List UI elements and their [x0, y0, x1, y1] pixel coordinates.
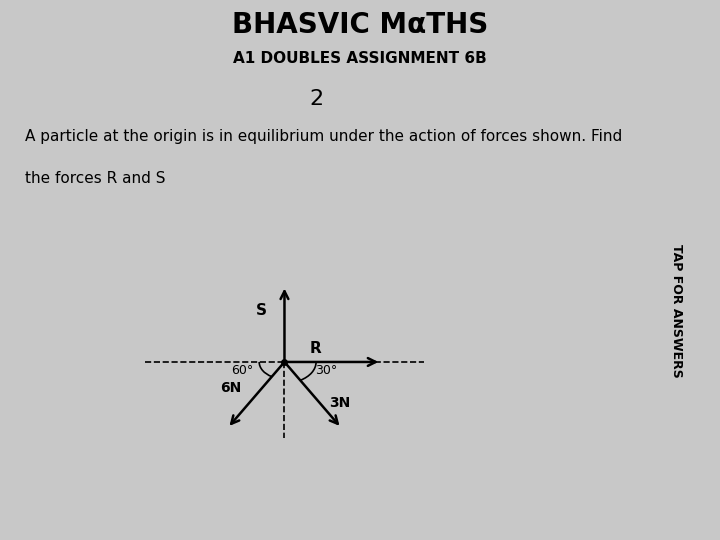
Text: 2: 2 — [310, 89, 324, 109]
Text: 30°: 30° — [315, 364, 337, 377]
Text: BHASVIC MαTHS: BHASVIC MαTHS — [232, 11, 488, 39]
Text: TAP FOR ANSWERS: TAP FOR ANSWERS — [670, 244, 683, 378]
Text: A particle at the origin is in equilibrium under the action of forces shown. Fin: A particle at the origin is in equilibri… — [25, 129, 623, 144]
Text: S: S — [256, 302, 267, 318]
Text: the forces R and S: the forces R and S — [25, 171, 166, 186]
Text: 3N: 3N — [329, 396, 351, 410]
Text: A1 DOUBLES ASSIGNMENT 6B: A1 DOUBLES ASSIGNMENT 6B — [233, 51, 487, 66]
Text: 6N: 6N — [220, 381, 241, 395]
Text: R: R — [310, 341, 322, 356]
Text: 60°: 60° — [230, 364, 253, 377]
